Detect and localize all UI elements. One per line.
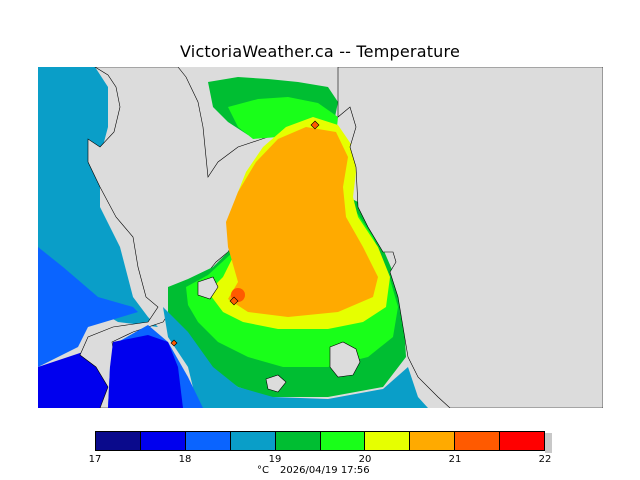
contour-18-18.5-west xyxy=(38,247,138,367)
legend-bin-3 xyxy=(230,432,276,450)
station-marker-central[interactable] xyxy=(229,296,239,306)
island-south xyxy=(329,341,361,378)
station-marker-southwest[interactable] xyxy=(170,339,178,347)
color-legend xyxy=(95,431,545,451)
legend-bin-1 xyxy=(140,432,186,450)
island-victoria-peninsula xyxy=(197,276,219,300)
legend-bin-4 xyxy=(275,432,321,450)
legend-bin-6 xyxy=(365,432,411,450)
contour-18.5-19-west xyxy=(38,67,158,327)
legend-bin-8 xyxy=(455,432,501,450)
legend-tick-label: 22 xyxy=(538,454,552,465)
legend-tick-label: 20 xyxy=(358,454,372,465)
legend-bin-9 xyxy=(500,432,545,450)
temperature-map[interactable] xyxy=(38,67,603,408)
map-title: VictoriaWeather.ca -- Temperature xyxy=(180,42,460,61)
units-label: °C xyxy=(257,465,269,476)
legend-bin-7 xyxy=(410,432,456,450)
legend-bin-2 xyxy=(185,432,231,450)
island-small xyxy=(265,374,287,393)
timestamp: 2026/04/19 17:56 xyxy=(280,465,370,476)
legend-tick-label: 19 xyxy=(268,454,282,465)
contour-17.5-18-south xyxy=(108,335,183,408)
legend-tick-label: 21 xyxy=(448,454,462,465)
legend-bin-0 xyxy=(96,432,141,450)
legend-tick-label: 18 xyxy=(178,454,192,465)
contour-18.5-19-south xyxy=(163,307,428,408)
contour-20.5-21 xyxy=(226,127,378,317)
land-east xyxy=(337,67,603,408)
station-marker-north[interactable] xyxy=(310,120,320,130)
legend-shadow xyxy=(545,433,552,453)
legend-tick-label: 17 xyxy=(88,454,102,465)
legend-bin-5 xyxy=(320,432,366,450)
